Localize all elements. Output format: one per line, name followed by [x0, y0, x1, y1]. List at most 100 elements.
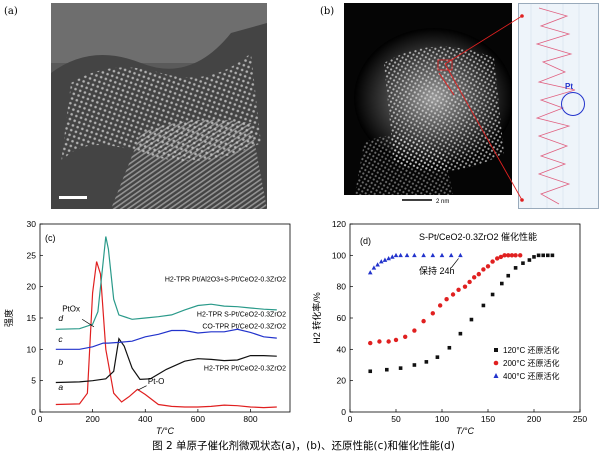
point-series1-15 — [527, 258, 532, 262]
annotation-arrow — [450, 258, 459, 269]
series-line-c — [55, 328, 277, 350]
x-tick-label-3: 150 — [481, 414, 495, 424]
line-profile-plot — [530, 4, 580, 208]
point-series2-16 — [481, 267, 486, 272]
point-series3-1 — [371, 265, 377, 270]
annotation-ptox: PtOx — [62, 305, 80, 314]
point-series1-13 — [513, 266, 518, 270]
y-tick-label-3: 60 — [337, 313, 347, 323]
series-label-b: CO-TPR Pt/CeO2-0.3ZrO2 — [202, 324, 286, 331]
point-series2-1 — [377, 339, 382, 344]
x-tick-label-4: 200 — [527, 414, 541, 424]
point-series3-10 — [412, 252, 417, 258]
legend-label-2: 400°C 还原活化 — [503, 371, 560, 381]
annotation-pt-o: Pt-O — [148, 377, 164, 386]
series-letter-c: c — [58, 334, 63, 344]
point-series2-6 — [421, 318, 426, 324]
y-axis-label: 强度 — [3, 309, 14, 327]
series-label-d: H2-TPR Pt/Al2O3+S-Pt/CeO2-0.3ZrO2 — [165, 277, 286, 284]
point-series3-2 — [375, 262, 380, 267]
point-series2-19 — [495, 256, 500, 261]
point-series2-5 — [412, 328, 417, 333]
hrtem-micrograph — [51, 3, 267, 209]
point-series1-1 — [385, 367, 389, 372]
legend-marker-0 — [494, 348, 498, 352]
point-series2-11 — [456, 287, 461, 292]
point-series1-16 — [532, 255, 536, 259]
line-profile-inset: Pt — [518, 3, 599, 209]
point-series1-18 — [541, 253, 545, 258]
panel-d: 0 50 100 150 200 250 0 20 40 60 80 100 120 T/°C H2 转化率… — [300, 212, 607, 438]
annotation-pt-o-arrow — [137, 385, 147, 391]
point-series2-3 — [393, 337, 399, 343]
point-series3-11 — [421, 252, 426, 258]
series-line-d — [55, 236, 277, 330]
hrtem-lattice-image — [51, 3, 267, 209]
panel-c-label: (c) — [45, 233, 56, 243]
x-tick-label-5: 250 — [573, 414, 587, 424]
point-series2-21 — [502, 253, 507, 258]
y-tick-label-0: 0 — [341, 407, 346, 417]
x-tick-label-0: 0 — [38, 414, 43, 424]
scale-bar-label: 2 nm — [436, 199, 449, 205]
y-tick-label-1: 20 — [337, 376, 347, 386]
point-series3-5 — [386, 255, 391, 261]
x-tick-label-2: 400 — [138, 414, 152, 424]
point-series2-22 — [506, 253, 511, 258]
point-series3-6 — [390, 254, 395, 259]
y-tick-label-5: 100 — [332, 250, 346, 260]
point-series3-3 — [378, 259, 384, 264]
y-tick-label-0: 0 — [31, 407, 36, 417]
tpr-chart: 0 200 400 600 800 0 5 10 15 20 25 30 T/°C 强度 (c) a H2-TP… — [3, 219, 291, 436]
point-series3-14 — [448, 252, 454, 258]
point-series3-9 — [404, 252, 410, 258]
point-series1-7 — [458, 331, 463, 336]
stem-image: 2 nm — [344, 3, 512, 207]
legend-label-1: 200°C 还原活化 — [503, 358, 560, 368]
y-tick-label-2: 10 — [27, 344, 37, 354]
y-tick-label-5: 25 — [27, 250, 37, 260]
y-tick-label-4: 20 — [27, 282, 37, 292]
series-line-a — [55, 261, 277, 409]
point-series1-5 — [435, 355, 440, 359]
point-series3-15 — [458, 252, 463, 258]
point-series2-14 — [472, 275, 477, 280]
point-series2-10 — [450, 292, 456, 297]
point-series2-12 — [462, 284, 468, 289]
point-series2-0 — [368, 340, 373, 346]
series-line-b — [55, 337, 277, 384]
panel-b: (b) 2 nm — [300, 0, 607, 210]
point-series1-10 — [490, 292, 495, 297]
y-tick-label-6: 120 — [332, 219, 346, 229]
point-series3-8 — [398, 252, 403, 258]
legend-marker-1 — [493, 360, 499, 366]
point-series2-25 — [518, 253, 523, 258]
panel-a-label: (a) — [4, 6, 18, 17]
point-series1-20 — [550, 253, 555, 258]
x-tick-label-1: 200 — [86, 414, 100, 424]
point-series1-2 — [398, 366, 403, 370]
point-series1-3 — [412, 363, 417, 367]
point-series3-7 — [393, 252, 399, 258]
x-tick-label-1: 50 — [391, 414, 401, 424]
panel-c: 0 200 400 600 800 0 5 10 15 20 25 30 T/°C 强度 (c) a H2-TP… — [0, 212, 300, 438]
x-tick-label-0: 0 — [348, 414, 353, 424]
point-series3-0 — [367, 270, 373, 275]
point-series2-18 — [490, 259, 495, 264]
point-series1-9 — [481, 303, 486, 308]
point-series1-11 — [500, 281, 504, 286]
point-series3-13 — [439, 252, 445, 258]
conversion-chart: 0 50 100 150 200 250 0 20 40 60 80 100 120 T/°C H2 转化率… — [311, 219, 587, 436]
stem-micrograph: 2 nm — [344, 3, 512, 207]
y-axis-label: H2 转化率/% — [311, 292, 322, 344]
y-tick-label-4: 80 — [337, 282, 347, 292]
point-series1-0 — [368, 369, 373, 374]
point-series2-17 — [485, 264, 491, 269]
annotation-ptox-arrow — [81, 318, 95, 328]
point-series2-23 — [509, 253, 515, 258]
y-tick-label-3: 15 — [27, 313, 37, 323]
y-tick-label-6: 30 — [27, 219, 37, 229]
x-tick-label-4: 800 — [243, 414, 257, 424]
point-series3-4 — [382, 257, 388, 262]
legend-marker-2 — [493, 373, 499, 378]
